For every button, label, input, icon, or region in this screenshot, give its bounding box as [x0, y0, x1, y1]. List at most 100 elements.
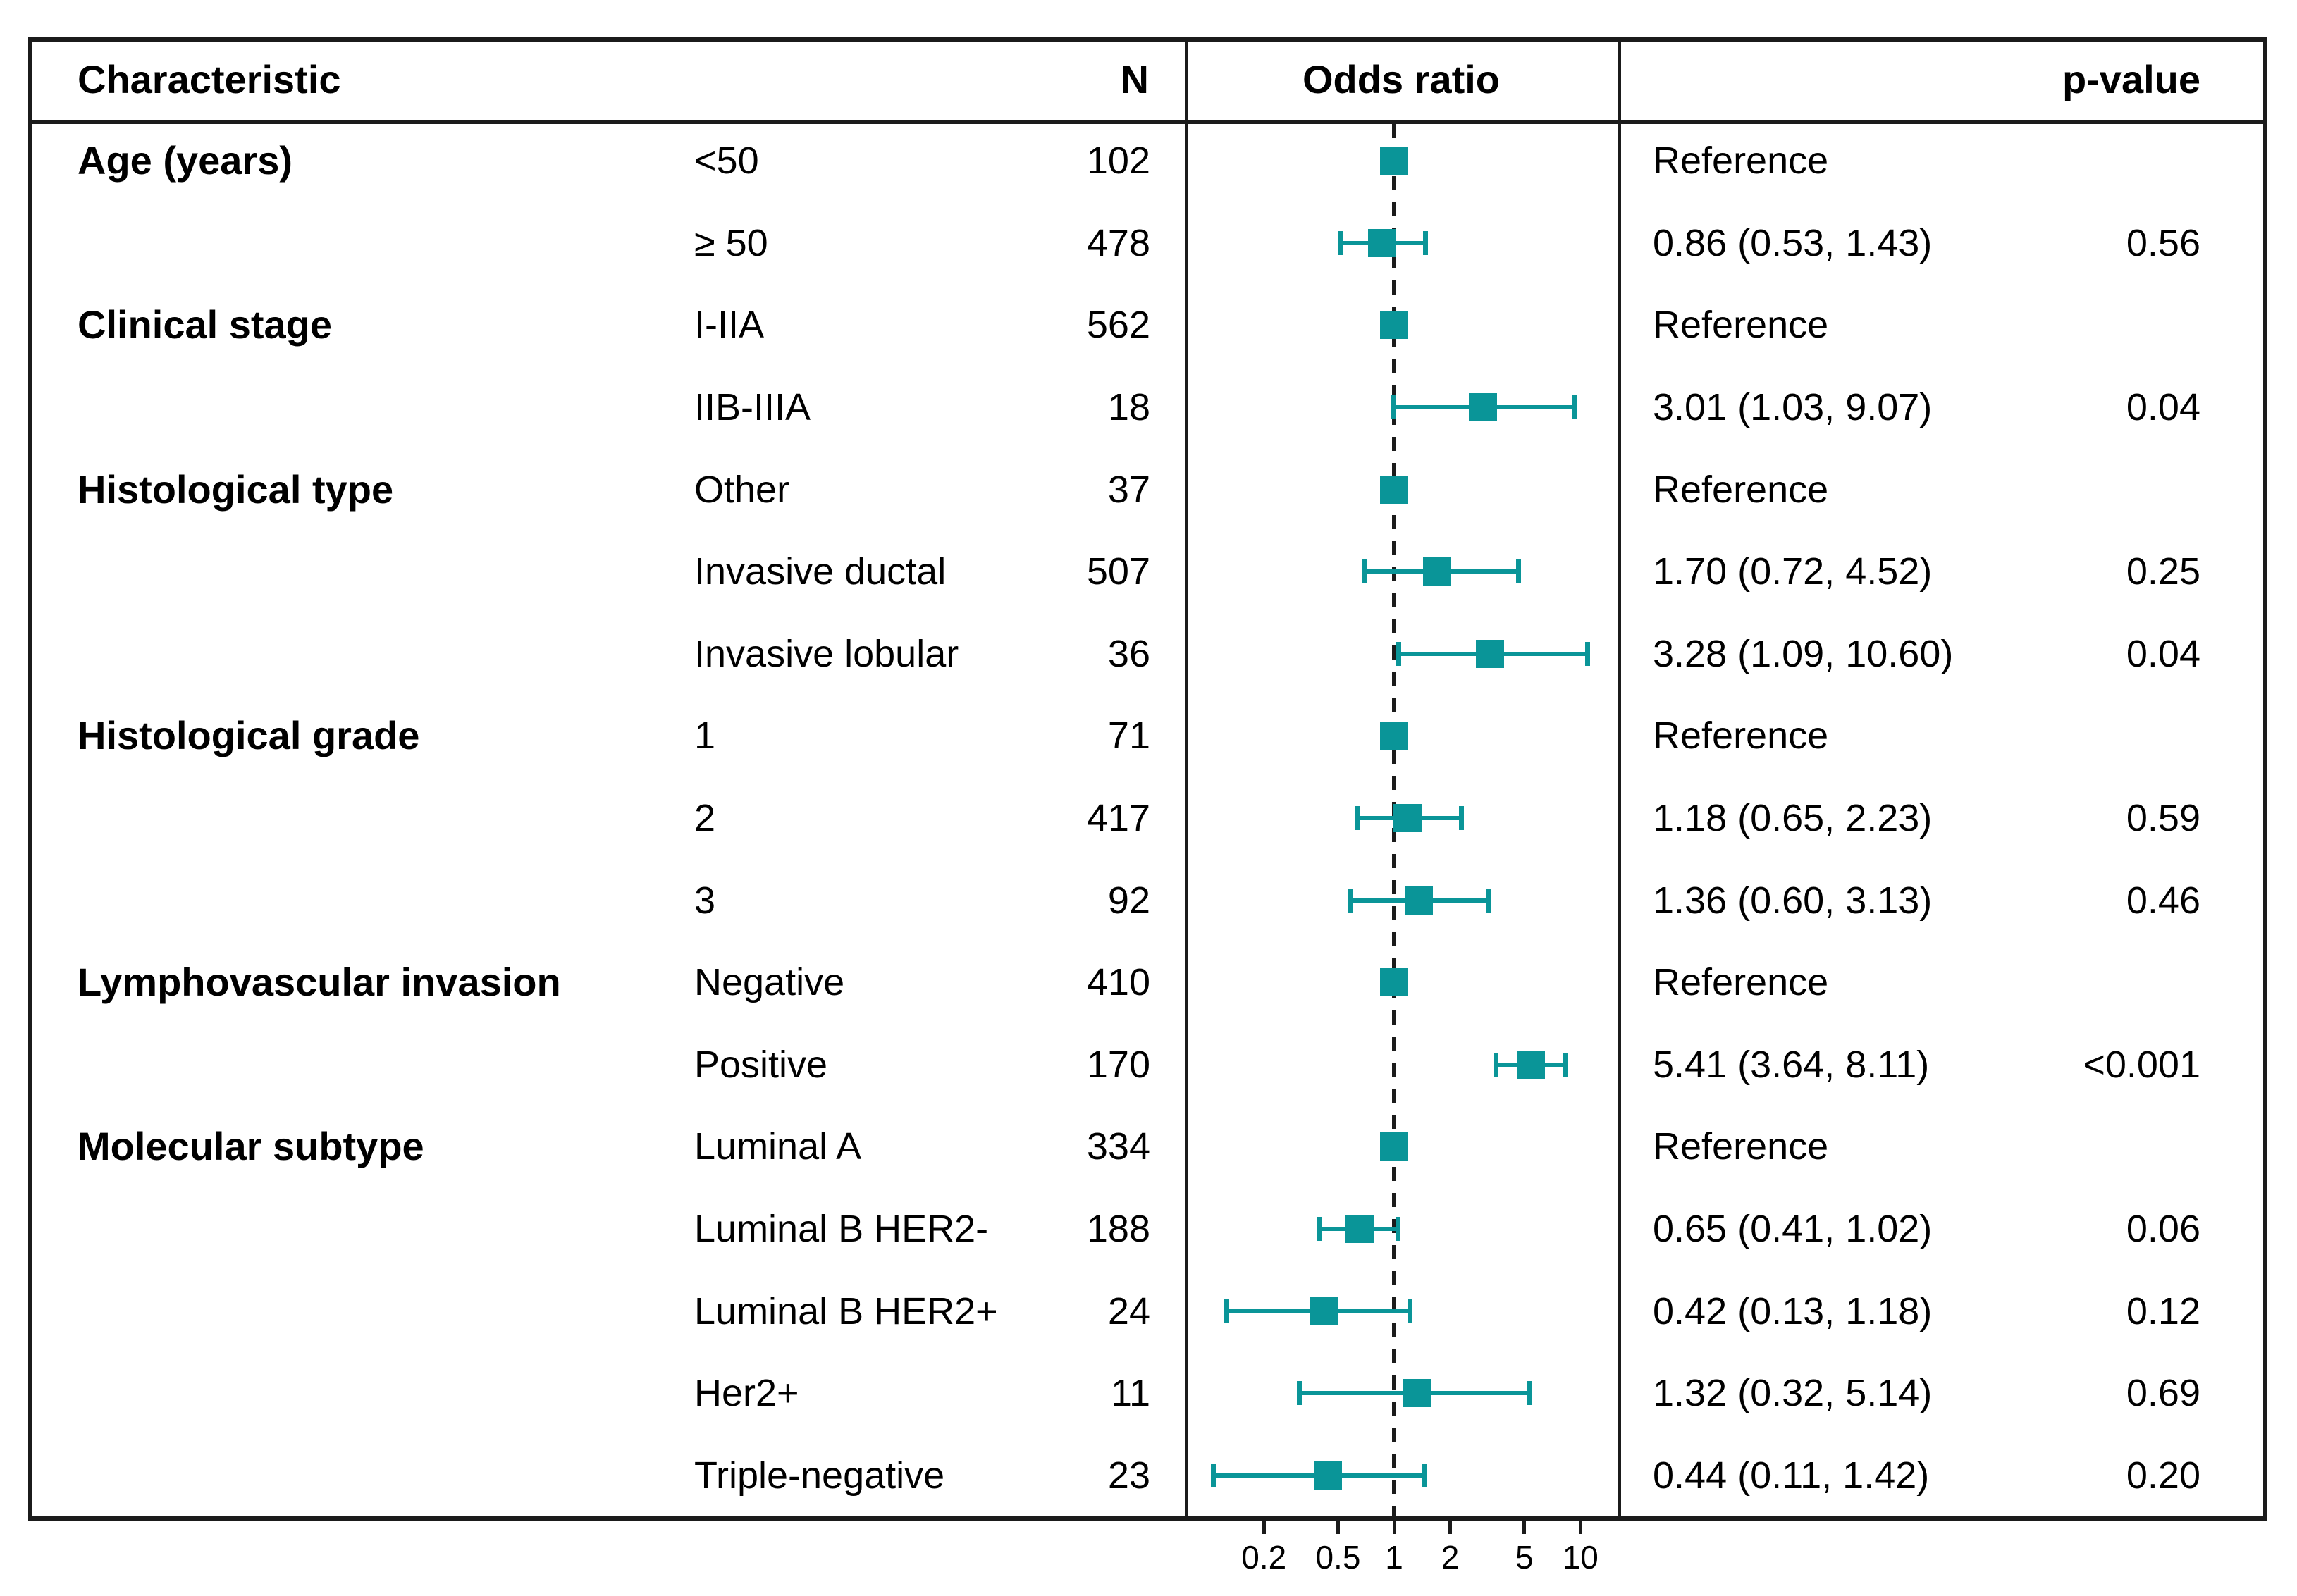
or-point-reference: [1380, 968, 1408, 997]
subgroup-label: Positive: [694, 1043, 828, 1086]
or-ci-text: 0.44 (0.11, 1.42): [1653, 1454, 1930, 1497]
or-ci-text: Reference: [1653, 140, 1829, 183]
axis-tick: [1448, 1521, 1453, 1534]
n-value: 102: [1086, 140, 1150, 183]
subgroup-label: <50: [694, 140, 759, 183]
or-point: [1367, 228, 1396, 257]
or-point-reference: [1380, 722, 1408, 750]
subgroup-label: 2: [694, 797, 716, 839]
or-ci-text: 3.01 (1.03, 9.07): [1653, 386, 1933, 429]
group-label: Clinical stage: [78, 302, 333, 347]
or-ci-text: Reference: [1653, 1125, 1829, 1168]
or-point-reference: [1380, 311, 1408, 340]
ci-cap-left: [1354, 806, 1360, 830]
or-ci-text: 0.65 (0.41, 1.02): [1653, 1207, 1933, 1250]
axis-tick: [1336, 1521, 1340, 1534]
subgroup-label: ≥ 50: [694, 221, 768, 264]
axis-tick: [1392, 1521, 1396, 1534]
subgroup-label: Luminal A: [694, 1125, 862, 1168]
or-point: [1469, 393, 1498, 422]
or-point: [1393, 804, 1422, 832]
ci-cap-left: [1338, 230, 1343, 255]
or-point: [1476, 639, 1505, 668]
column-separator-plot-left: [1185, 37, 1188, 1521]
axis-tick-label: 10: [1562, 1539, 1599, 1576]
or-ci-text: Reference: [1653, 304, 1829, 347]
p-value: <0.001: [2083, 1043, 2200, 1086]
or-ci-text: Reference: [1653, 468, 1829, 511]
n-value: 23: [1107, 1454, 1150, 1497]
or-ci-text: 0.42 (0.13, 1.18): [1653, 1289, 1933, 1332]
n-value: 71: [1107, 715, 1150, 757]
ci-cap-left: [1396, 641, 1401, 666]
n-value: 170: [1086, 1043, 1150, 1086]
ci-cap-right: [1584, 641, 1590, 666]
or-point: [1345, 1214, 1374, 1243]
n-value: 37: [1107, 468, 1150, 511]
n-value: 562: [1086, 304, 1150, 347]
or-ci-text: 1.32 (0.32, 5.14): [1653, 1372, 1933, 1415]
ci-cap-left: [1348, 888, 1353, 913]
or-ci-text: 3.28 (1.09, 10.60): [1653, 632, 1954, 675]
ci-cap-right: [1516, 559, 1522, 584]
or-point-reference: [1380, 147, 1408, 175]
column-separator-plot-right: [1618, 37, 1621, 1521]
or-ci-text: 5.41 (3.64, 8.11): [1653, 1043, 1930, 1086]
subgroup-label: Other: [694, 468, 790, 511]
or-point: [1516, 1050, 1545, 1079]
p-value: 0.04: [2126, 632, 2200, 675]
or-ci-text: Reference: [1653, 715, 1829, 757]
n-value: 18: [1107, 386, 1150, 429]
col-header-n: N: [1120, 57, 1149, 101]
or-point: [1402, 1379, 1431, 1408]
axis-tick-label: 5: [1515, 1539, 1534, 1576]
subgroup-label: Her2+: [694, 1372, 799, 1415]
subgroup-label: I-IIA: [694, 304, 765, 347]
ci-cap-right: [1563, 1052, 1569, 1077]
n-value: 410: [1086, 961, 1150, 1004]
p-value: 0.04: [2126, 386, 2200, 429]
header-underline: [28, 120, 2267, 124]
subgroup-label: IIB-IIIA: [694, 386, 811, 429]
or-point-reference: [1380, 475, 1408, 504]
ci-cap-left: [1362, 559, 1368, 584]
or-ci-text: 1.36 (0.60, 3.13): [1653, 879, 1933, 922]
ci-cap-left: [1224, 1299, 1229, 1323]
n-value: 188: [1086, 1207, 1150, 1250]
subgroup-label: 3: [694, 879, 716, 922]
axis-tick-label: 0.2: [1241, 1539, 1287, 1576]
axis-tick: [1578, 1521, 1582, 1534]
axis-tick-label: 0.5: [1315, 1539, 1361, 1576]
p-value: 0.69: [2126, 1372, 2200, 1415]
col-header-odds-ratio: Odds ratio: [1302, 57, 1501, 101]
p-value: 0.06: [2126, 1207, 2200, 1250]
n-value: 334: [1086, 1125, 1150, 1168]
axis-tick: [1262, 1521, 1266, 1534]
or-ci-text: 0.86 (0.53, 1.43): [1653, 221, 1933, 264]
ci-cap-left: [1210, 1463, 1216, 1487]
subgroup-label: Luminal B HER2-: [694, 1207, 989, 1250]
col-header-p-value: p-value: [2062, 57, 2200, 101]
p-value: 0.12: [2126, 1289, 2200, 1332]
or-point: [1422, 557, 1451, 586]
ci-cap-left: [1494, 1052, 1499, 1077]
ci-cap-right: [1486, 888, 1491, 913]
ci-cap-left: [1317, 1216, 1322, 1241]
or-point-reference: [1380, 1132, 1408, 1161]
ci-cap-right: [1396, 1216, 1401, 1241]
or-ci-text: Reference: [1653, 961, 1829, 1004]
subgroup-label: Negative: [694, 961, 845, 1004]
subgroup-label: Invasive lobular: [694, 632, 959, 675]
ci-cap-left: [1391, 395, 1397, 420]
p-value: 0.25: [2126, 550, 2200, 593]
n-value: 36: [1107, 632, 1150, 675]
group-label: Histological grade: [78, 713, 420, 758]
ci-cap-right: [1526, 1381, 1532, 1406]
group-label: Molecular subtype: [78, 1124, 424, 1169]
p-value: 0.59: [2126, 797, 2200, 839]
p-value: 0.20: [2126, 1454, 2200, 1497]
n-value: 24: [1107, 1289, 1150, 1332]
p-value: 0.46: [2126, 879, 2200, 922]
